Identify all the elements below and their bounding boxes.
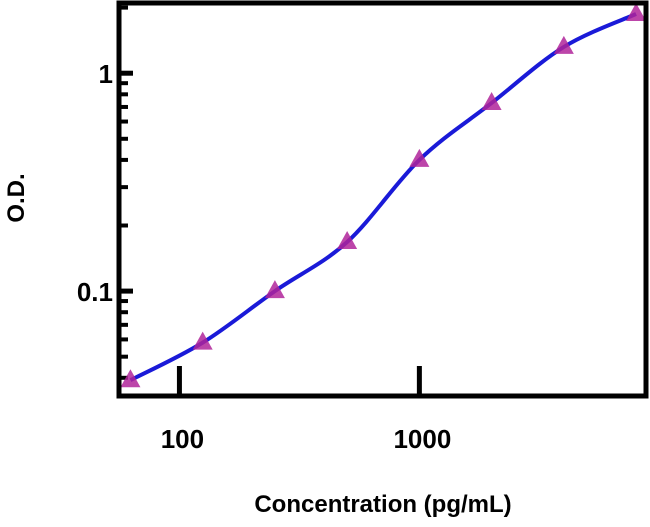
data-point-marker [409,148,430,167]
data-point-marker [337,231,358,250]
x-axis-label: Concentration (pg/mL) [254,491,511,518]
data-point-marker [264,280,285,299]
data-point-marker [120,369,141,388]
data-point-marker [481,91,502,110]
y-tick-label: 1 [99,59,113,89]
data-point-marker [553,35,574,54]
x-tick-label: 1000 [393,424,451,454]
data-markers [120,2,647,388]
x-ticks: 100 1000 [161,366,451,454]
y-ticks: 0.11 [77,59,113,307]
y-tick-label: 0.1 [77,277,113,307]
x-tick-label: 100 [161,424,204,454]
data-point-marker [626,2,647,21]
y-axis-label: O.D. [3,173,30,222]
fitted-curve [129,12,637,382]
plot-frame [116,0,649,399]
data-point-marker [192,331,213,350]
